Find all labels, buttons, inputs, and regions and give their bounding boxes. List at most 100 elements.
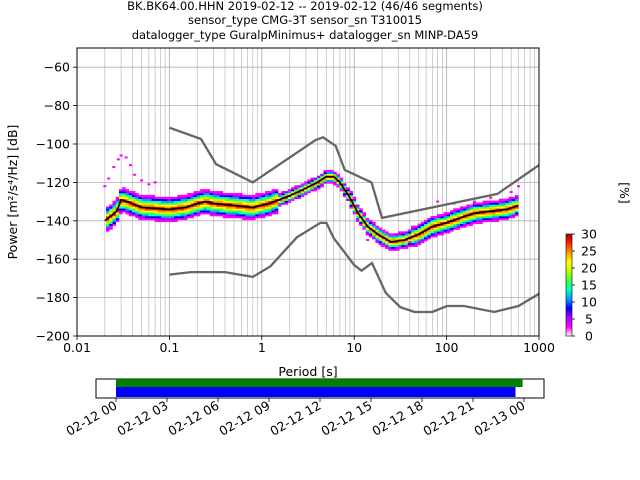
psd-cell: [112, 223, 117, 226]
psd-outlier-cell: [147, 183, 151, 186]
psd-cell: [183, 204, 188, 207]
psd-cell: [378, 227, 383, 230]
psd-cell: [232, 198, 237, 201]
psd-cell: [141, 214, 146, 217]
psd-cell: [235, 212, 240, 215]
psd-cell: [411, 229, 415, 232]
psd-cell: [404, 244, 409, 248]
psd-cell: [268, 198, 272, 201]
psd-cell: [216, 208, 220, 211]
psd-cell: [417, 237, 422, 240]
psd-cell: [310, 179, 315, 182]
psd-cell: [326, 173, 331, 176]
psd-cell: [492, 216, 496, 219]
psd-cell: [141, 194, 146, 198]
psd-cell: [242, 202, 246, 205]
psd-cell: [248, 194, 253, 198]
psd-cell: [209, 200, 214, 203]
psd-cell: [316, 175, 321, 178]
psd-cell: [209, 208, 214, 211]
psd-cell: [174, 202, 178, 205]
psd-cell: [135, 210, 139, 213]
psd-cell: [118, 202, 123, 205]
psd-cell: [112, 219, 117, 223]
psd-cell: [232, 214, 237, 217]
psd-cell: [511, 214, 516, 217]
psd-cell: [430, 221, 435, 224]
psd-cell: [229, 214, 233, 217]
psd-cell: [187, 200, 191, 203]
psd-cell: [157, 219, 162, 223]
psd-cell: [278, 204, 282, 207]
psd-cell: [278, 192, 282, 196]
psd-cell: [440, 225, 444, 228]
psd-cell: [268, 214, 272, 217]
psd-cell: [365, 231, 370, 234]
psd-cell: [187, 198, 191, 201]
psd-cell: [466, 216, 470, 219]
psd-cell: [394, 248, 399, 251]
psd-cell: [219, 206, 224, 209]
psd-cell: [492, 202, 496, 205]
psd-cell: [135, 214, 139, 217]
psd-cell: [437, 229, 441, 232]
psd-cell: [170, 200, 175, 203]
psd-cell: [229, 194, 233, 198]
psd-cell: [485, 217, 490, 221]
psd-cell: [505, 216, 509, 219]
psd-cell: [501, 198, 506, 201]
psd-cell: [112, 217, 117, 221]
psd-cell: [125, 194, 130, 198]
psd-cell: [274, 210, 279, 213]
psd-cell: [398, 242, 402, 246]
psd-cell: [118, 212, 123, 215]
psd-cell: [281, 202, 285, 205]
psd-cell: [329, 169, 334, 173]
psd-cell: [206, 212, 211, 215]
psd-cell: [495, 202, 500, 205]
psd-cell: [226, 212, 230, 215]
psd-cell: [411, 244, 415, 248]
psd-cell: [381, 240, 386, 244]
psd-cell: [122, 192, 126, 196]
psd-cell: [187, 196, 191, 200]
psd-cell: [216, 212, 220, 215]
psd-cell: [222, 212, 227, 215]
psd-cell: [287, 196, 292, 200]
psd-cell: [222, 216, 227, 219]
psd-cell: [498, 210, 503, 213]
psd-cell: [492, 214, 496, 217]
psd-cell: [323, 181, 328, 184]
psd-cell: [265, 206, 269, 209]
psd-cell: [414, 244, 418, 248]
psd-cell: [433, 219, 438, 223]
psd-cell: [456, 216, 461, 219]
psd-cell: [443, 214, 448, 217]
psd-cell: [505, 214, 509, 217]
psd-cell: [495, 204, 500, 207]
psd-cell: [440, 223, 444, 226]
psd-cell: [488, 219, 493, 223]
psd-cell: [164, 214, 168, 217]
psd-cell: [125, 189, 130, 192]
psd-cell: [122, 194, 126, 198]
psd-cell: [193, 192, 198, 196]
psd-cell: [187, 192, 191, 196]
psd-cell: [135, 200, 139, 203]
psd-cell: [109, 216, 113, 219]
psd-cell: [492, 200, 496, 203]
psd-cell: [122, 200, 126, 203]
psd-cell: [271, 208, 276, 211]
psd-cell: [394, 240, 399, 244]
psd-cell: [466, 206, 470, 209]
psd-cell: [183, 210, 188, 213]
psd-cell: [355, 204, 360, 207]
psd-cell: [316, 185, 321, 188]
psd-cell: [453, 210, 457, 213]
psd-cell: [443, 219, 448, 223]
psd-cell: [401, 237, 405, 240]
psd-cell: [235, 206, 240, 209]
psd-cell: [463, 210, 467, 213]
psd-cell: [365, 227, 370, 230]
psd-cell: [440, 221, 444, 224]
